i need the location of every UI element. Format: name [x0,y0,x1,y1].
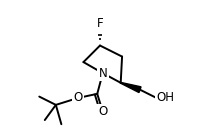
Text: F: F [97,17,103,30]
Text: O: O [73,91,83,104]
Polygon shape [121,82,141,93]
Text: N: N [98,67,107,80]
Text: O: O [98,105,107,118]
Text: OH: OH [157,91,175,104]
